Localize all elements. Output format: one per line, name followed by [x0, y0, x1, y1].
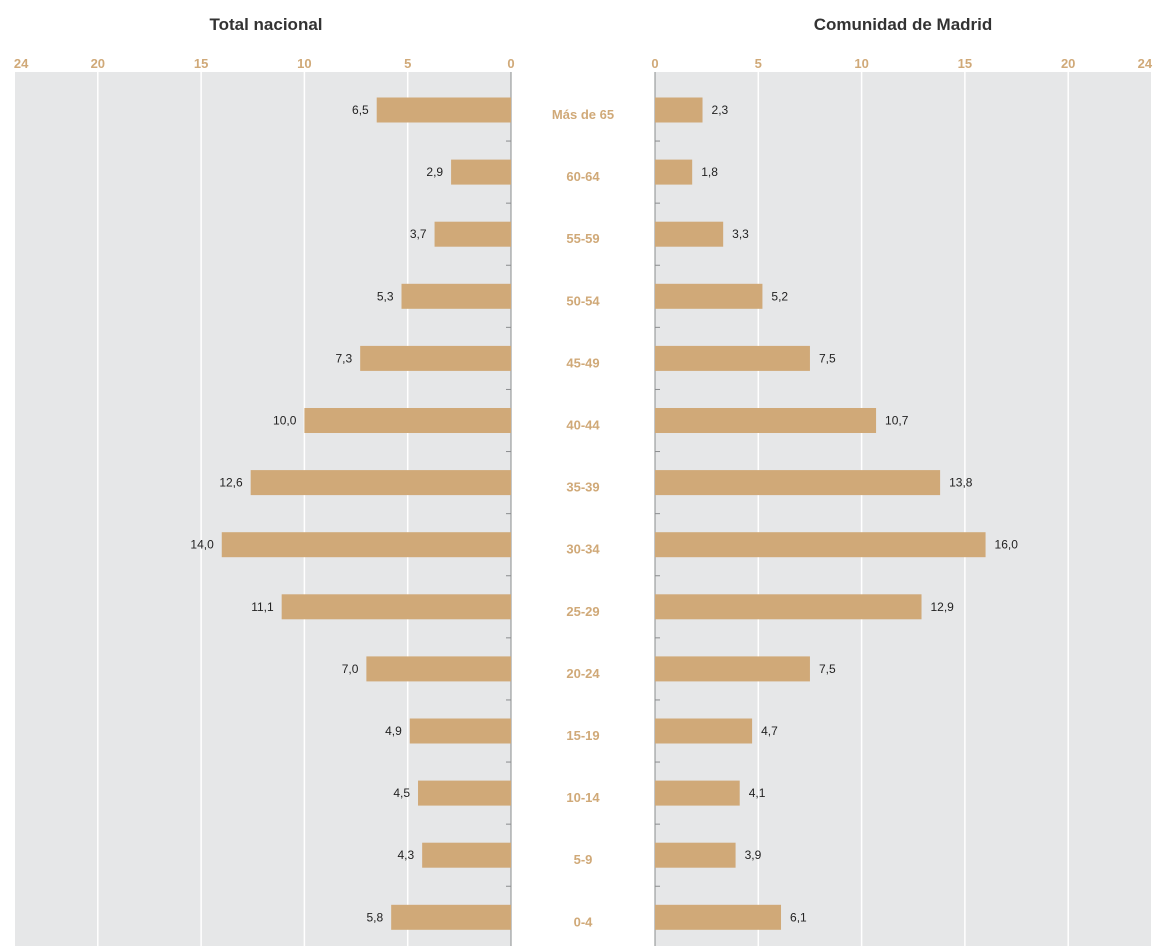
left-bar: [250, 470, 511, 496]
left-value-label: 12,6: [219, 476, 243, 490]
labels: 0 5 10 15 20 24 0 5 10 15 20 24 6,5 2,3 Más de 65 2,9 1,…: [14, 56, 1153, 929]
right-bar: [655, 780, 740, 806]
left-tick-label: 15: [194, 56, 208, 71]
left-value-label: 4,3: [397, 848, 414, 862]
left-value-label: 5,3: [377, 289, 394, 303]
right-bar: [655, 532, 986, 558]
right-tick-label: 15: [958, 56, 972, 71]
category-label: 20-24: [566, 666, 600, 681]
axes: [506, 72, 660, 946]
right-bar: [655, 594, 922, 620]
grid-lines: [97, 72, 1069, 946]
right-value-label: 12,9: [931, 600, 955, 614]
category-label: 35-39: [566, 480, 599, 495]
right-value-label: 13,8: [949, 476, 973, 490]
category-label: 25-29: [566, 604, 599, 619]
left-value-label: 4,5: [393, 786, 410, 800]
bars: [221, 97, 986, 930]
left-panel-title: Total nacional: [209, 15, 322, 34]
right-tick-label: 0: [651, 56, 658, 71]
right-value-label: 4,7: [761, 724, 778, 738]
right-bar: [655, 221, 724, 247]
category-label: Más de 65: [552, 107, 614, 122]
left-bar: [366, 656, 511, 682]
left-value-label: 11,1: [251, 600, 274, 614]
right-panel-title: Comunidad de Madrid: [814, 15, 993, 34]
category-label: 60-64: [566, 169, 600, 184]
left-bar: [304, 408, 511, 433]
right-tick-label: 5: [755, 56, 762, 71]
right-value-label: 2,3: [712, 103, 729, 117]
left-value-label: 14,0: [190, 538, 214, 552]
left-tick-label: 20: [91, 56, 105, 71]
left-bar: [434, 221, 511, 247]
left-bar: [409, 718, 511, 744]
left-value-label: 7,0: [342, 662, 359, 676]
right-value-label: 7,5: [819, 351, 836, 365]
left-tick-label: 5: [404, 56, 411, 71]
right-value-label: 3,9: [745, 848, 762, 862]
left-bar: [281, 594, 511, 620]
right-bar: [655, 408, 877, 433]
right-bar: [655, 97, 703, 123]
left-value-label: 4,9: [385, 724, 402, 738]
left-value-label: 10,0: [273, 414, 297, 428]
category-label: 40-44: [566, 418, 600, 433]
left-bar: [376, 97, 511, 123]
right-bar: [655, 904, 782, 930]
category-label: 0-4: [574, 914, 594, 929]
right-value-label: 1,8: [701, 165, 718, 179]
left-bar: [391, 904, 511, 930]
left-value-label: 5,8: [366, 910, 383, 924]
left-tick-label: 24: [14, 56, 29, 71]
left-panel-background: [15, 72, 511, 946]
right-bar: [655, 283, 763, 309]
right-tick-label: 10: [854, 56, 868, 71]
category-label: 5-9: [574, 852, 593, 867]
right-value-label: 10,7: [885, 414, 909, 428]
left-bar: [360, 345, 511, 371]
right-value-label: 6,1: [790, 910, 807, 924]
category-label: 45-49: [566, 355, 599, 370]
left-value-label: 7,3: [335, 351, 352, 365]
left-bar: [451, 159, 511, 185]
category-label: 10-14: [566, 790, 600, 805]
right-bar: [655, 718, 753, 744]
category-label: 50-54: [566, 293, 600, 308]
right-panel-background: [655, 72, 1151, 946]
category-label: 30-34: [566, 542, 600, 557]
right-tick-label: 24: [1138, 56, 1153, 71]
right-bar: [655, 159, 693, 185]
left-tick-label: 0: [507, 56, 514, 71]
left-bar: [401, 283, 511, 309]
left-tick-label: 10: [297, 56, 311, 71]
category-label: 15-19: [566, 728, 599, 743]
left-bar: [221, 532, 511, 558]
right-value-label: 3,3: [732, 227, 749, 241]
right-value-label: 16,0: [995, 538, 1019, 552]
right-bar: [655, 842, 736, 868]
left-bar: [418, 780, 511, 806]
category-label: 55-59: [566, 231, 599, 246]
left-bar: [422, 842, 511, 868]
left-value-label: 2,9: [426, 165, 443, 179]
right-bar: [655, 345, 810, 371]
right-value-label: 5,2: [771, 289, 788, 303]
right-bar: [655, 656, 810, 682]
left-value-label: 6,5: [352, 103, 369, 117]
left-value-label: 3,7: [410, 227, 427, 241]
right-tick-label: 20: [1061, 56, 1075, 71]
right-value-label: 4,1: [749, 786, 766, 800]
right-bar: [655, 470, 941, 496]
right-value-label: 7,5: [819, 662, 836, 676]
